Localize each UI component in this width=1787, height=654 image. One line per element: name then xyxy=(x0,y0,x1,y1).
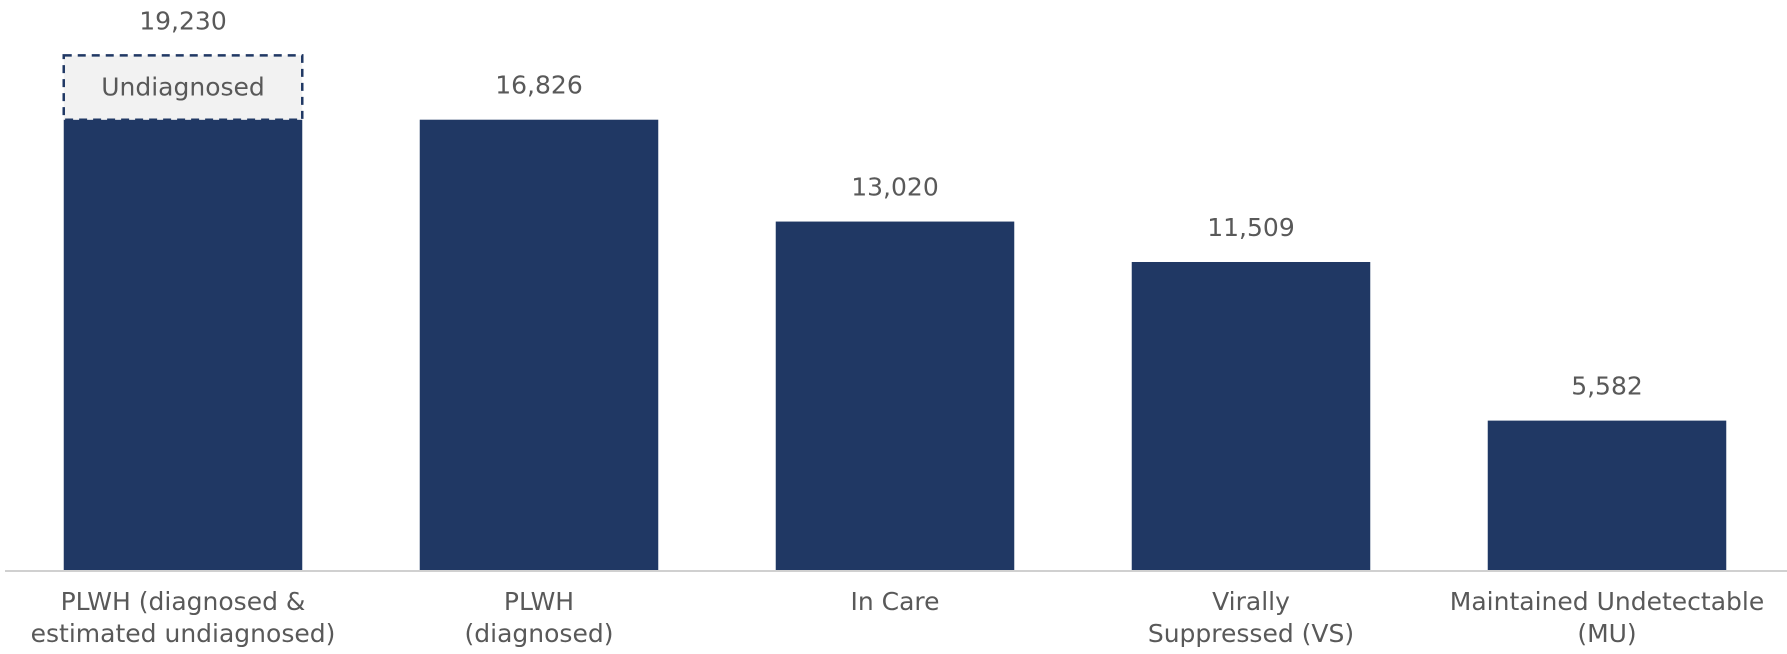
data-label: 16,826 xyxy=(495,71,582,100)
bar xyxy=(1131,261,1371,570)
data-label: 11,509 xyxy=(1207,213,1294,242)
undiagnosed-box xyxy=(62,54,304,121)
x-tick-label: In Care xyxy=(850,587,940,616)
bar xyxy=(1487,420,1727,570)
bar xyxy=(775,221,1015,570)
data-label: 19,230 xyxy=(139,6,226,35)
bar xyxy=(419,119,659,570)
x-tick-label: Maintained Undetectable (MU) xyxy=(1449,587,1765,648)
bar xyxy=(63,119,303,570)
x-tick-label: PLWH (diagnosed & estimated undiagnosed) xyxy=(30,587,336,648)
overlay-label: Undiagnosed xyxy=(101,73,265,102)
data-label: 13,020 xyxy=(851,173,938,202)
x-tick-label: Virally Suppressed (VS) xyxy=(1147,587,1355,648)
data-label: 5,582 xyxy=(1571,372,1643,401)
x-tick-label: PLWH (diagnosed) xyxy=(464,587,614,648)
